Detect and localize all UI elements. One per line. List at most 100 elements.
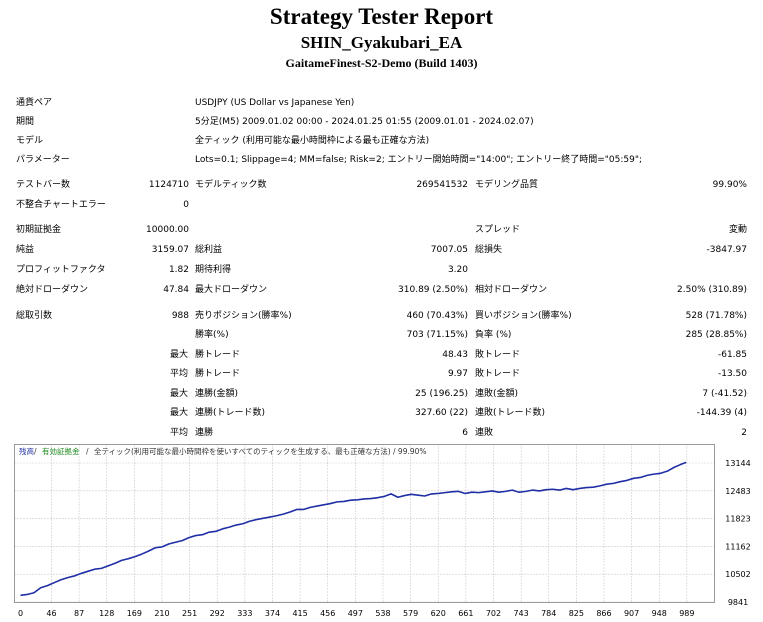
long-positions-value: 528 (71.78%) bbox=[685, 311, 747, 321]
x-tick-label: 292 bbox=[210, 609, 225, 618]
x-tick-label: 0 bbox=[18, 609, 23, 618]
largest-loss-label: 敗トレード bbox=[475, 350, 521, 360]
maximal-label: 最大 bbox=[169, 408, 188, 418]
deposit-label: 初期証拠金 bbox=[16, 225, 62, 235]
ticks-value: 269541532 bbox=[416, 180, 468, 190]
expected-payoff-label: 期待利得 bbox=[195, 265, 232, 275]
x-tick-label: 415 bbox=[292, 609, 307, 618]
avg-consec-label: 平均 bbox=[169, 428, 188, 438]
quality-label: モデリング品質 bbox=[475, 180, 539, 190]
largest-loss-value: -61.85 bbox=[717, 350, 747, 360]
max-consec-losses-value: 7 (-41.52) bbox=[702, 389, 747, 399]
max-consec-profit-value: 327.60 (22) bbox=[415, 408, 468, 418]
y-tick-label: 10502 bbox=[725, 570, 750, 579]
x-tick-label: 251 bbox=[182, 609, 197, 618]
loss-trades-label: 負率 (%) bbox=[475, 330, 512, 340]
max-consec-profit-label: 連勝(トレード数) bbox=[195, 408, 266, 418]
max-consec-loss-label: 連敗(トレード数) bbox=[475, 408, 546, 418]
x-tick-label: 87 bbox=[74, 609, 84, 618]
x-axis-ticks: 0 46 87 128 169 210 251 292 333 374 415 456 497 538 57… bbox=[18, 609, 695, 618]
x-tick-label: 169 bbox=[127, 609, 142, 618]
symbol-label: 通貨ペア bbox=[16, 98, 53, 108]
balance-chart: 0 46 87 128 169 210 251 292 333 374 415 456 497 538 57… bbox=[14, 444, 763, 622]
maximum-label: 最大 bbox=[169, 389, 188, 399]
largest-win-label: 勝トレード bbox=[195, 350, 241, 360]
model-value: 全ティック (利用可能な最小時間枠による最も正確な方法) bbox=[195, 136, 430, 146]
x-tick-label: 620 bbox=[431, 609, 446, 618]
spread-label: スプレッド bbox=[475, 225, 521, 235]
legend-separator-2: / bbox=[86, 447, 89, 456]
rel-drawdown-label: 相対ドローダウン bbox=[475, 285, 548, 295]
win-trades-label: 勝率(%) bbox=[195, 330, 229, 340]
total-trades-label: 総取引数 bbox=[16, 311, 53, 321]
x-tick-label: 46 bbox=[46, 609, 56, 618]
legend-model: 全ティック(利用可能な最小時間枠を使いすべてのティックを生成する、最も正確な方法… bbox=[94, 446, 427, 456]
bars-label: テストバー数 bbox=[16, 180, 71, 190]
x-tick-label: 989 bbox=[679, 609, 694, 618]
x-tick-label: 210 bbox=[154, 609, 169, 618]
x-tick-label: 702 bbox=[486, 609, 501, 618]
largest-win-value: 48.43 bbox=[442, 350, 468, 360]
report-title: Strategy Tester Report bbox=[269, 4, 494, 29]
avg-win-value: 9.97 bbox=[447, 369, 468, 379]
x-tick-label: 333 bbox=[237, 609, 252, 618]
ticks-label: モデルティック数 bbox=[195, 180, 267, 190]
largest-label: 最大 bbox=[169, 350, 188, 360]
gross-loss-value: -3847.97 bbox=[706, 245, 747, 255]
loss-trades-value: 285 (28.85%) bbox=[685, 330, 747, 340]
symbol-value: USDJPY (US Dollar vs Japanese Yen) bbox=[195, 98, 355, 108]
win-trades-value: 703 (71.15%) bbox=[406, 330, 468, 340]
abs-drawdown-label: 絶対ドローダウン bbox=[16, 285, 89, 295]
period-value: 5分足(M5) 2009.01.02 00:00 - 2024.01.25 01… bbox=[195, 117, 534, 127]
spread-value: 変動 bbox=[728, 225, 747, 235]
average-label: 平均 bbox=[169, 369, 188, 379]
x-tick-label: 456 bbox=[320, 609, 335, 618]
x-tick-label: 907 bbox=[624, 609, 639, 618]
x-tick-label: 661 bbox=[458, 609, 473, 618]
x-tick-label: 784 bbox=[541, 609, 556, 618]
y-tick-label: 13144 bbox=[725, 459, 750, 468]
net-profit-label: 純益 bbox=[16, 245, 35, 255]
long-positions-label: 買いポジション(勝率%) bbox=[475, 311, 572, 321]
model-label: モデル bbox=[16, 136, 44, 146]
profit-factor-value: 1.82 bbox=[168, 265, 189, 275]
avg-consec-losses-value: 2 bbox=[741, 428, 747, 438]
chart-frame bbox=[14, 444, 715, 603]
params-label: パラメーター bbox=[16, 155, 70, 165]
net-profit-value: 3159.07 bbox=[151, 245, 189, 255]
rel-drawdown-value: 2.50% (310.89) bbox=[677, 285, 747, 295]
y-tick-label: 11162 bbox=[725, 542, 750, 551]
max-drawdown-label: 最大ドローダウン bbox=[195, 285, 268, 295]
max-consec-wins-value: 25 (196.25) bbox=[415, 389, 468, 399]
legend-separator-1: / bbox=[34, 447, 37, 456]
profit-factor-label: プロフィットファクタ bbox=[16, 265, 106, 275]
params-value: Lots=0.1; Slippage=4; MM=false; Risk=2; … bbox=[195, 155, 643, 165]
errors-value: 0 bbox=[183, 200, 189, 210]
max-consec-loss-value: -144.39 (4) bbox=[696, 408, 747, 418]
avg-win-label: 勝トレード bbox=[195, 369, 241, 379]
max-consec-wins-label: 連勝(金額) bbox=[195, 389, 239, 399]
series-group bbox=[20, 461, 687, 597]
period-label: 期間 bbox=[16, 117, 35, 127]
y-axis-ticks: 13144 12483 11823 11162 10502 9841 bbox=[725, 459, 750, 607]
abs-drawdown-value: 47.84 bbox=[163, 285, 189, 295]
legend-equity: 有効証拠金 bbox=[42, 446, 80, 456]
quality-value: 99.90% bbox=[712, 180, 747, 190]
x-tick-label: 825 bbox=[569, 609, 584, 618]
max-drawdown-value: 310.89 (2.50%) bbox=[398, 285, 468, 295]
x-tick-label: 538 bbox=[375, 609, 390, 618]
gross-profit-label: 総利益 bbox=[195, 245, 223, 255]
bars-value: 1124710 bbox=[148, 180, 189, 190]
avg-loss-value: -13.50 bbox=[717, 369, 747, 379]
y-tick-label: 11823 bbox=[725, 515, 750, 524]
x-tick-label: 374 bbox=[265, 609, 280, 618]
gross-loss-label: 総損失 bbox=[475, 245, 503, 255]
y-tick-label: 12483 bbox=[725, 487, 750, 496]
ea-name: SHIN_Gyakubari_EA bbox=[300, 33, 463, 52]
x-tick-label: 497 bbox=[348, 609, 363, 618]
x-tick-label: 948 bbox=[652, 609, 667, 618]
total-trades-value: 988 bbox=[171, 311, 189, 321]
balance-line bbox=[20, 461, 687, 597]
errors-label: 不整合チャートエラー bbox=[16, 200, 106, 210]
short-positions-value: 460 (70.43%) bbox=[406, 311, 468, 321]
